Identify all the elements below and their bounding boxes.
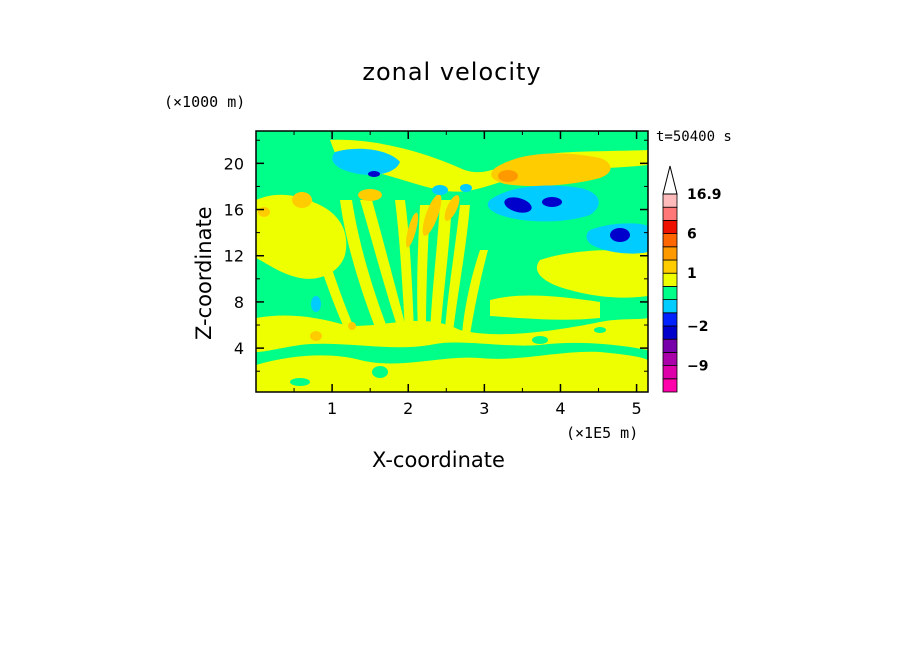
contour-fan-streaks bbox=[300, 200, 488, 340]
x-tick-label-4: 5 bbox=[631, 399, 641, 418]
colorbar-segment-0 bbox=[662, 378, 678, 393]
colorbar-segment-12 bbox=[662, 219, 678, 234]
colorbar-segment-3 bbox=[662, 338, 678, 353]
x-tick-label-2: 3 bbox=[479, 399, 489, 418]
x-tick-label-1: 2 bbox=[403, 399, 413, 418]
colorbar-segment-4 bbox=[662, 325, 678, 340]
y-tick-label-1: 8 bbox=[234, 293, 244, 312]
contour-orange-upper-right bbox=[491, 153, 611, 186]
colorbar-cap bbox=[662, 165, 678, 195]
time-label: t=50400 s bbox=[656, 129, 732, 145]
y-tick-label-3: 16 bbox=[224, 201, 244, 220]
colorbar-label-1: 6 bbox=[687, 227, 697, 243]
contour-yellow-right bbox=[536, 250, 648, 298]
contour-yellow-bottom bbox=[256, 368, 648, 392]
colorbar-label-4: −9 bbox=[687, 359, 708, 375]
colorbar: 16.9 6 1 −2 −9 bbox=[662, 165, 722, 393]
y-tick-label-4: 20 bbox=[224, 154, 244, 173]
colorbar-segment-6 bbox=[662, 299, 678, 314]
contour-yellow-mid-right bbox=[490, 295, 600, 320]
colorbar-segment-7 bbox=[662, 285, 678, 300]
x-axis-label: X-coordinate bbox=[372, 448, 505, 472]
y-scale-label: (×1000 m) bbox=[164, 93, 246, 111]
colorbar-label-0: 16.9 bbox=[687, 187, 722, 203]
plot-frame bbox=[255, 130, 649, 393]
contour-green-breakups bbox=[290, 327, 606, 386]
colorbar-segment-14 bbox=[662, 193, 678, 208]
colorbar-segment-13 bbox=[662, 206, 678, 221]
colorbar-segment-10 bbox=[662, 246, 678, 261]
colorbar-segment-2 bbox=[662, 351, 678, 366]
x-tick-label-3: 4 bbox=[555, 399, 565, 418]
y-tick-label-0: 4 bbox=[234, 339, 244, 358]
colorbar-label-3: −2 bbox=[687, 319, 708, 335]
y-tick-label-2: 12 bbox=[224, 247, 244, 266]
colorbar-segment-8 bbox=[662, 272, 678, 287]
x-scale-label: (×1E5 m) bbox=[566, 424, 639, 442]
x-tick-label-0: 1 bbox=[327, 399, 337, 418]
contour-yellow-top bbox=[330, 139, 648, 192]
colorbar-segment-9 bbox=[662, 259, 678, 274]
contour-blue-cores bbox=[368, 171, 630, 242]
contour-orange-core bbox=[498, 170, 518, 182]
colorbar-segment-11 bbox=[662, 233, 678, 248]
y-axis-label: Z-coordinate bbox=[192, 206, 216, 340]
contour-green-band bbox=[256, 342, 648, 365]
colorbar-label-2: 1 bbox=[687, 266, 697, 282]
chart-title: zonal velocity bbox=[362, 58, 542, 86]
contour-plot-area bbox=[256, 131, 648, 392]
colorbar-segment-1 bbox=[662, 365, 678, 380]
colorbar-segment-5 bbox=[662, 312, 678, 327]
